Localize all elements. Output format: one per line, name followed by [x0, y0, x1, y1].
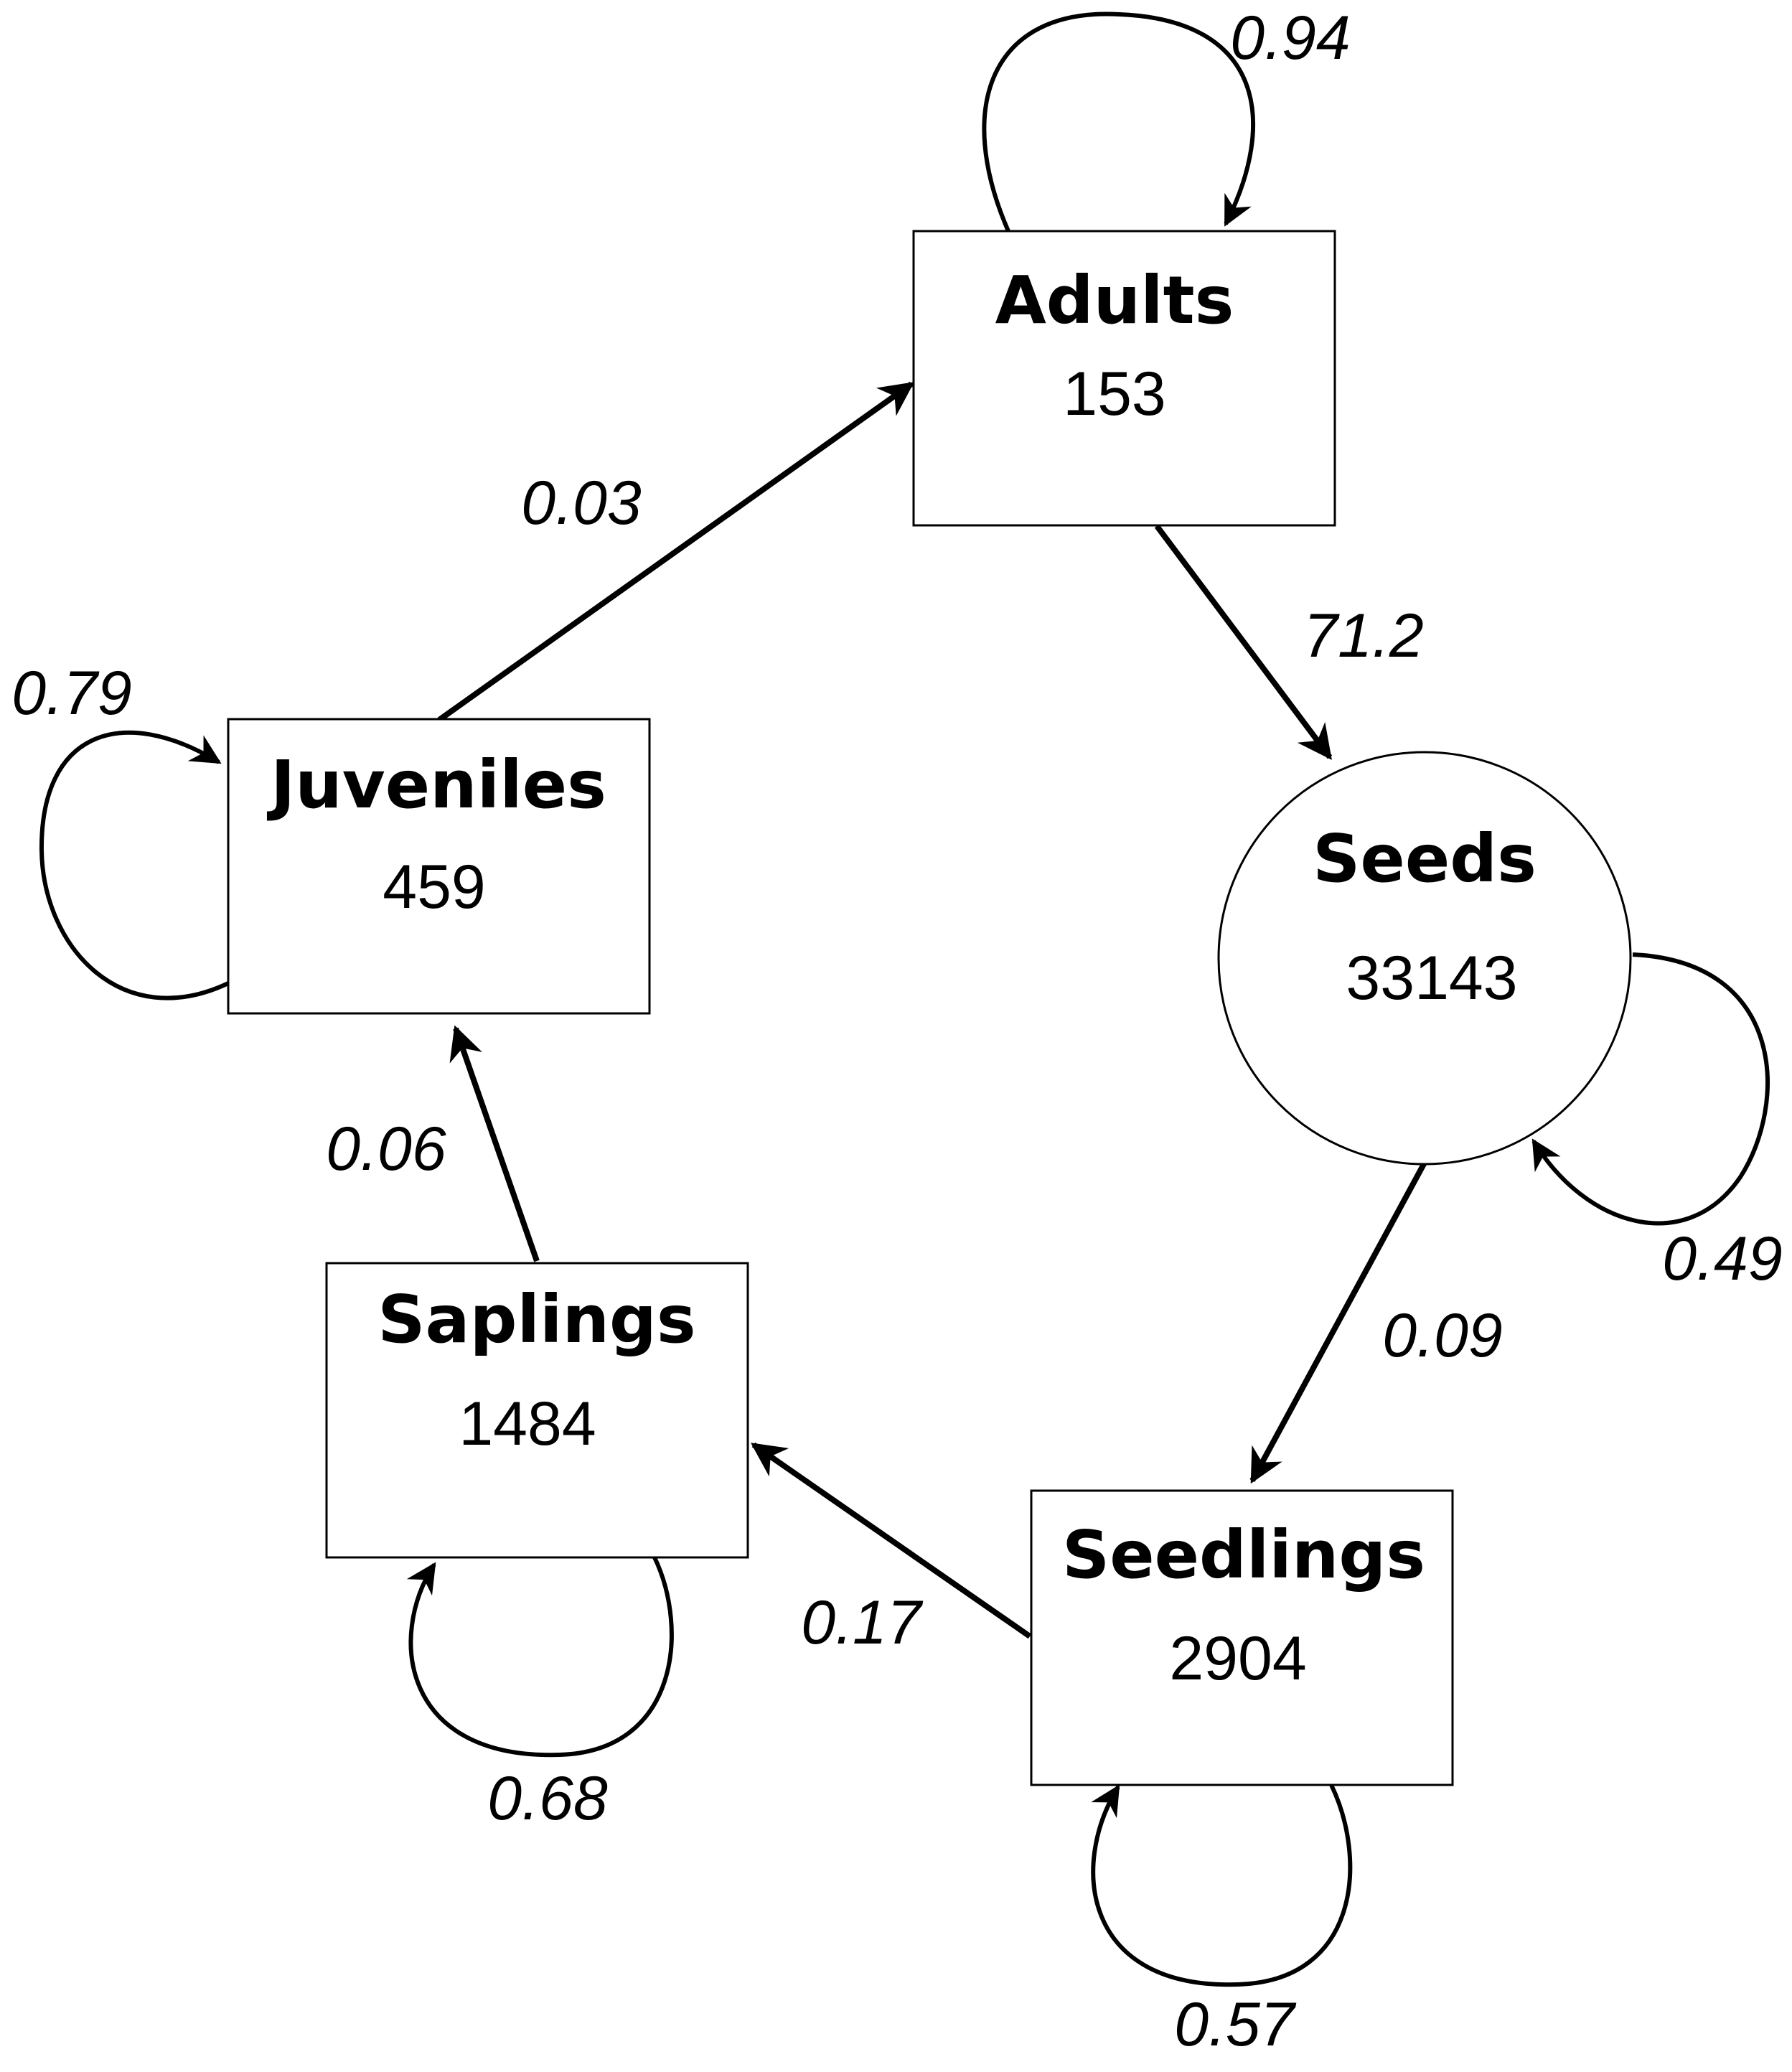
self-loop-juveniles: [39, 730, 230, 1000]
self-loop-adults: [982, 11, 1256, 233]
rate-seeds-to-seedlings: 0.09: [1382, 1301, 1502, 1370]
rate-self-adults: 0.94: [1230, 4, 1350, 72]
saplings-count: 1484: [459, 1389, 596, 1458]
seedlings-box: [1030, 1489, 1454, 1786]
rate-self-juveniles: 0.79: [11, 659, 131, 728]
seeds-count: 33143: [1346, 944, 1517, 1013]
rate-saplings-to-juveniles: 0.06: [326, 1115, 446, 1183]
rate-self-seeds: 0.49: [1662, 1224, 1782, 1293]
node-seeds: Seeds 33143: [1217, 751, 1632, 1166]
juveniles-box: [227, 718, 651, 1015]
seeds-circle: [1217, 751, 1632, 1166]
node-seedlings: Seedlings 2904: [1030, 1489, 1454, 1786]
node-juveniles: Juveniles 459: [227, 718, 651, 1015]
adults-count: 153: [1063, 360, 1166, 428]
seedlings-title: Seedlings: [1062, 1517, 1425, 1593]
rate-seedlings-to-saplings: 0.17: [801, 1588, 924, 1657]
edge-seedlings-to-saplings: [751, 1442, 1032, 1639]
edge-saplings-to-juveniles: [449, 1025, 540, 1262]
rate-adults-to-seeds: 71.2: [1303, 601, 1423, 670]
juveniles-title: Juveniles: [266, 746, 606, 823]
seedlings-count: 2904: [1169, 1624, 1306, 1693]
edge-juveniles-to-adults: [437, 381, 914, 723]
self-loop-seeds: [1531, 952, 1770, 1226]
rate-self-saplings: 0.68: [487, 1764, 608, 1833]
self-loop-saplings: [406, 1556, 674, 1758]
rate-self-seedlings: 0.57: [1174, 1990, 1297, 2059]
seeds-title: Seeds: [1313, 820, 1537, 897]
juveniles-count: 459: [383, 853, 486, 922]
node-adults: Adults 153: [912, 230, 1336, 527]
edge-adults-to-seeds: [1154, 524, 1333, 760]
saplings-box: [325, 1262, 749, 1559]
rate-juveniles-to-adults: 0.03: [521, 469, 642, 538]
adults-box: [912, 230, 1336, 527]
node-saplings: Saplings 1484: [325, 1262, 749, 1559]
adults-title: Adults: [995, 262, 1234, 339]
self-loop-seedlings: [1091, 1783, 1353, 1987]
edge-seeds-to-seedlings: [1249, 1161, 1427, 1484]
saplings-title: Saplings: [377, 1281, 695, 1358]
